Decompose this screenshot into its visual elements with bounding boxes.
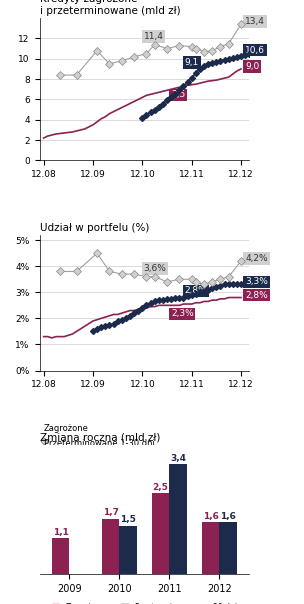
Text: Zmiana roczna (mld zł): Zmiana roczna (mld zł) xyxy=(40,433,160,443)
Text: Kredyty zagrożone
i przeterminowane (mld zł): Kredyty zagrożone i przeterminowane (mld… xyxy=(40,0,180,16)
Bar xyxy=(169,464,187,574)
Text: 2,8%: 2,8% xyxy=(185,286,208,295)
Text: 7,5: 7,5 xyxy=(171,91,185,99)
Text: 4,2%: 4,2% xyxy=(245,254,268,263)
Bar xyxy=(119,525,137,574)
Text: 2,3%: 2,3% xyxy=(171,309,194,318)
Bar xyxy=(202,522,219,574)
Text: 3,3%: 3,3% xyxy=(245,277,268,286)
Text: Przeterminowane 1-30 dni: Przeterminowane 1-30 dni xyxy=(44,439,155,448)
Text: Przeterminowane > 30 dni: Przeterminowane > 30 dni xyxy=(44,454,156,463)
Bar xyxy=(219,522,237,574)
Text: 10,6: 10,6 xyxy=(245,46,265,55)
Text: 3,4: 3,4 xyxy=(170,454,186,463)
Text: 1,1: 1,1 xyxy=(53,528,69,537)
Text: 1,7: 1,7 xyxy=(103,509,119,518)
Text: 13,4: 13,4 xyxy=(245,18,265,26)
Text: Zagrożone: Zagrożone xyxy=(44,424,89,433)
Bar xyxy=(52,538,70,574)
Text: 11,4: 11,4 xyxy=(143,32,164,41)
Text: 2,5: 2,5 xyxy=(153,483,169,492)
Text: 3,6%: 3,6% xyxy=(143,264,167,273)
Legend: Zagrożone, Przeterminowane > 30 dni: Zagrożone, Przeterminowane > 30 dni xyxy=(49,600,240,604)
Text: 9,0: 9,0 xyxy=(245,62,260,71)
Text: Udział w portfelu (%): Udział w portfelu (%) xyxy=(40,223,149,233)
Text: 1,6: 1,6 xyxy=(220,512,236,521)
Text: 1,5: 1,5 xyxy=(120,515,136,524)
Text: 9,1: 9,1 xyxy=(185,58,199,67)
Text: 2,8%: 2,8% xyxy=(245,291,268,300)
Bar xyxy=(102,519,119,574)
Bar xyxy=(152,493,169,574)
Text: 1,6: 1,6 xyxy=(203,512,219,521)
